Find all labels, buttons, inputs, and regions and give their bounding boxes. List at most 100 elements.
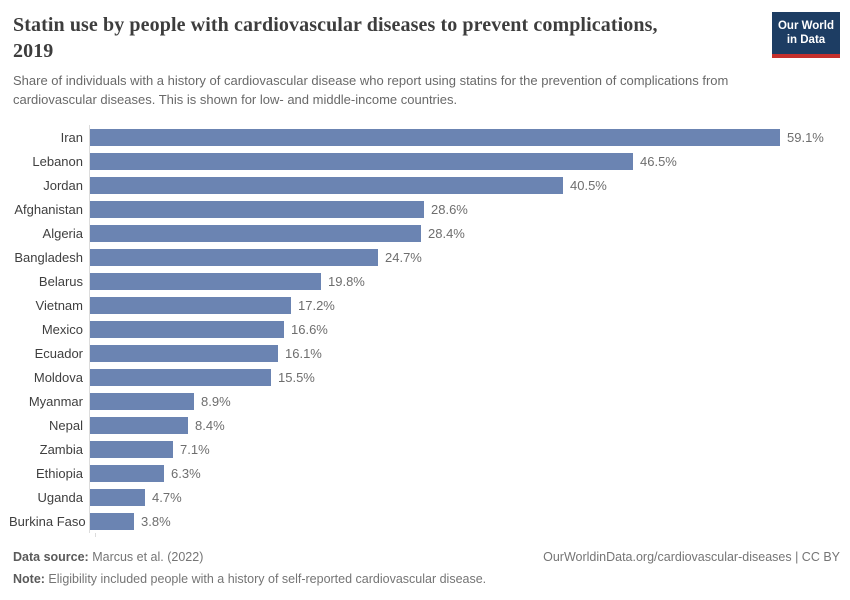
data-source-label: Data source: <box>13 550 89 564</box>
bar-track: 7.1% <box>89 437 840 461</box>
footer-left: Data source: Marcus et al. (2022) Note: … <box>13 550 486 587</box>
category-label: Burkina Faso <box>9 513 86 529</box>
bar-value-label: 7.1% <box>180 441 210 457</box>
bar-track: 6.3% <box>89 461 840 485</box>
bar-track: 40.5% <box>89 173 840 197</box>
bar-track: 17.2% <box>89 293 840 317</box>
bar[interactable] <box>90 392 194 410</box>
chart-row: Iran 59.1% <box>9 125 840 149</box>
bar[interactable] <box>90 488 145 506</box>
bar[interactable] <box>90 224 421 242</box>
bar[interactable] <box>90 200 424 218</box>
chart-row: Uganda 4.7% <box>9 485 840 509</box>
bar[interactable] <box>90 128 780 146</box>
category-label: Myanmar <box>28 393 83 409</box>
category-label: Ethiopia <box>36 465 83 481</box>
bar-value-label: 6.3% <box>171 465 201 481</box>
bar-track: 59.1% <box>89 125 840 149</box>
chart-row: Zambia 7.1% <box>9 437 840 461</box>
owid-logo[interactable]: Our World in Data <box>772 12 840 58</box>
data-source-value: Marcus et al. (2022) <box>88 550 204 564</box>
bar[interactable] <box>90 320 284 338</box>
bar[interactable] <box>90 344 278 362</box>
category-label: Uganda <box>37 489 83 505</box>
bar-value-label: 28.6% <box>431 201 468 217</box>
note-value: Eligibility included people with a histo… <box>44 572 487 586</box>
note-line: Note: Eligibility included people with a… <box>13 572 486 587</box>
axis-line-tail <box>95 533 840 537</box>
category-label: Jordan <box>43 177 83 193</box>
chart-row: Mexico 16.6% <box>9 317 840 341</box>
bar[interactable] <box>90 368 271 386</box>
chart-subtitle: Share of individuals with a history of c… <box>13 73 729 107</box>
category-label: Lebanon <box>32 153 83 169</box>
bar-value-label: 8.9% <box>201 393 231 409</box>
bar-track: 46.5% <box>89 149 840 173</box>
category-label: Algeria <box>42 225 83 241</box>
chart-row: Ecuador 16.1% <box>9 341 840 365</box>
category-label: Nepal <box>49 417 83 433</box>
bar[interactable] <box>90 176 563 194</box>
category-label: Bangladesh <box>14 249 83 265</box>
chart-header: Statin use by people with cardiovascular… <box>0 0 850 109</box>
bar-value-label: 40.5% <box>570 177 607 193</box>
bar[interactable] <box>90 152 633 170</box>
bar[interactable] <box>90 416 188 434</box>
note-label: Note: <box>13 572 45 586</box>
category-label: Afghanistan <box>14 201 83 217</box>
category-label: Moldova <box>33 369 83 385</box>
bar-value-label: 59.1% <box>787 129 824 145</box>
bar-chart: Iran 59.1% Lebanon 46.5% Jordan 40.5% Afghanis… <box>9 125 840 537</box>
bar-value-label: 8.4% <box>195 417 225 433</box>
bar-value-label: 17.2% <box>298 297 335 313</box>
chart-row: Burkina Faso 3.8% <box>9 509 840 533</box>
chart-row: Belarus 19.8% <box>9 269 840 293</box>
bar-track: 24.7% <box>89 245 840 269</box>
bar-value-label: 19.8% <box>328 273 365 289</box>
page-title: Statin use by people with cardiovascular… <box>13 14 658 62</box>
bar-track: 15.5% <box>89 365 840 389</box>
bar-value-label: 46.5% <box>640 153 677 169</box>
bar-track: 28.6% <box>89 197 840 221</box>
bar[interactable] <box>90 272 321 290</box>
category-label: Zambia <box>39 441 83 457</box>
category-label: Ecuador <box>34 345 83 361</box>
header-text: Statin use by people with cardiovascular… <box>13 12 760 109</box>
owid-logo-line2: in Data <box>786 34 826 46</box>
bar-value-label: 4.7% <box>152 489 182 505</box>
bar-value-label: 28.4% <box>428 225 465 241</box>
category-label: Iran <box>60 129 83 145</box>
owid-logo-line1: Our World <box>777 20 834 32</box>
chart-footer: Data source: Marcus et al. (2022) Note: … <box>13 550 840 587</box>
category-label: Belarus <box>38 273 83 289</box>
bar-track: 8.9% <box>89 389 840 413</box>
chart-row: Jordan 40.5% <box>9 173 840 197</box>
chart-row: Bangladesh 24.7% <box>9 245 840 269</box>
bar-track: 4.7% <box>89 485 840 509</box>
category-label: Vietnam <box>35 297 83 313</box>
bar[interactable] <box>90 296 291 314</box>
bar-value-label: 15.5% <box>278 369 315 385</box>
chart-row: Lebanon 46.5% <box>9 149 840 173</box>
owid-citation-link[interactable]: OurWorldinData.org/cardiovascular-diseas… <box>543 550 840 564</box>
bar[interactable] <box>90 512 134 530</box>
bar-track: 19.8% <box>89 269 840 293</box>
bar-track: 8.4% <box>89 413 840 437</box>
bar-track: 28.4% <box>89 221 840 245</box>
chart-row: Ethiopia 6.3% <box>9 461 840 485</box>
bar-value-label: 16.6% <box>291 321 328 337</box>
chart-row: Myanmar 8.9% <box>9 389 840 413</box>
category-label: Mexico <box>41 321 83 337</box>
bar-track: 3.8% <box>89 509 840 533</box>
bar-value-label: 16.1% <box>285 345 322 361</box>
chart-row: Moldova 15.5% <box>9 365 840 389</box>
chart-row: Algeria 28.4% <box>9 221 840 245</box>
bar-value-label: 24.7% <box>385 249 422 265</box>
bar[interactable] <box>90 248 378 266</box>
bar-track: 16.1% <box>89 341 840 365</box>
bar-value-label: 3.8% <box>141 513 171 529</box>
bar-track: 16.6% <box>89 317 840 341</box>
bar[interactable] <box>90 440 173 458</box>
bar[interactable] <box>90 464 164 482</box>
